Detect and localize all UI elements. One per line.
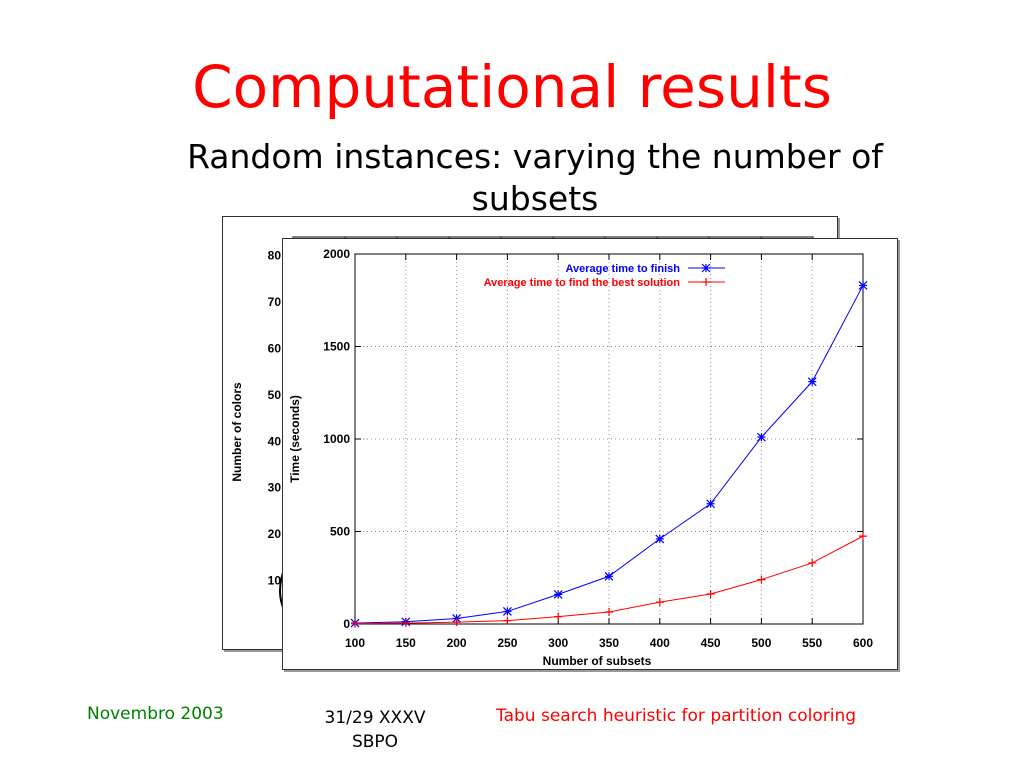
legend-marker-2 (702, 278, 710, 286)
y-tick-label: 10 (268, 574, 282, 588)
y-tick-label: 20 (268, 527, 282, 541)
y-tick-label: 40 (268, 434, 282, 448)
footer-page-line1: 31/29 XXXV (324, 708, 426, 728)
front-chart-panel: 100 150 200 250 300 350 400 450 500 550 600 0 500 100… (282, 238, 898, 670)
y-tick-label: 1500 (323, 340, 350, 354)
y-tick-label: 30 (268, 481, 282, 495)
data-point-series-2 (706, 590, 715, 599)
x-tick-label: 550 (802, 636, 822, 650)
x-tick-label: 300 (548, 636, 568, 650)
y-tick-label: 50 (268, 388, 282, 402)
x-tick-label: 250 (497, 636, 517, 650)
data-point-series-1 (807, 377, 817, 387)
footer-page: 31/29 XXXV SBPO (300, 706, 450, 754)
y-tick-label: 0 (343, 617, 350, 631)
data-point-series-2 (503, 616, 512, 625)
data-point-series-1 (502, 606, 512, 616)
footer-topic: Tabu search heuristic for partition colo… (496, 706, 857, 726)
y-axis-label: Number of colors (230, 382, 244, 482)
x-tick-label: 350 (599, 636, 619, 650)
legend-marker-1 (701, 263, 711, 273)
y-axis-label: Time (seconds) (288, 395, 302, 483)
y-tick-label: 1000 (323, 432, 350, 446)
x-tick-label: 100 (345, 636, 365, 650)
data-point-series-2 (757, 575, 766, 584)
y-tick-label: 2000 (323, 247, 350, 261)
y-tick-label: 500 (330, 525, 350, 539)
data-point-series-2 (605, 607, 613, 616)
x-tick-label: 600 (853, 636, 873, 650)
data-point-series-1 (553, 589, 563, 599)
slide-title: Computational results (192, 53, 832, 121)
data-point-series-1 (604, 571, 614, 581)
data-point-series-2 (401, 619, 410, 628)
data-point-series-2 (452, 618, 461, 627)
x-tick-label: 200 (447, 636, 467, 650)
x-tick-label: 450 (701, 636, 721, 650)
slide-subtitle: Random instances: varying the number of … (187, 137, 883, 218)
data-point-series-1 (655, 534, 665, 544)
data-point-series-1 (706, 499, 716, 509)
x-tick-label: 500 (751, 636, 771, 650)
x-tick-label: 150 (396, 636, 416, 650)
data-point-series-2 (808, 558, 817, 567)
footer-page-line2: SBPO (351, 732, 399, 752)
legend-label-1: Average time to finish (565, 263, 680, 275)
y-tick-label: 70 (268, 295, 282, 309)
data-point-series-2 (554, 612, 563, 621)
data-point-series-1 (858, 281, 868, 290)
data-point-series-2 (655, 598, 664, 607)
time-chart: 100 150 200 250 300 350 400 450 500 550 600 0 500 100… (288, 247, 873, 668)
y-tick-label: 60 (268, 341, 282, 355)
data-point-series-2 (351, 619, 359, 628)
y-tick-label: 80 (268, 249, 282, 263)
data-point-series-1 (756, 432, 766, 442)
data-point-series-2 (859, 532, 867, 541)
x-tick-label: 400 (650, 636, 670, 650)
legend-label-2: Average time to find the best solution (484, 277, 681, 289)
x-axis-label: Number of subsets (543, 654, 652, 668)
footer-date: Novembro 2003 (87, 704, 224, 724)
